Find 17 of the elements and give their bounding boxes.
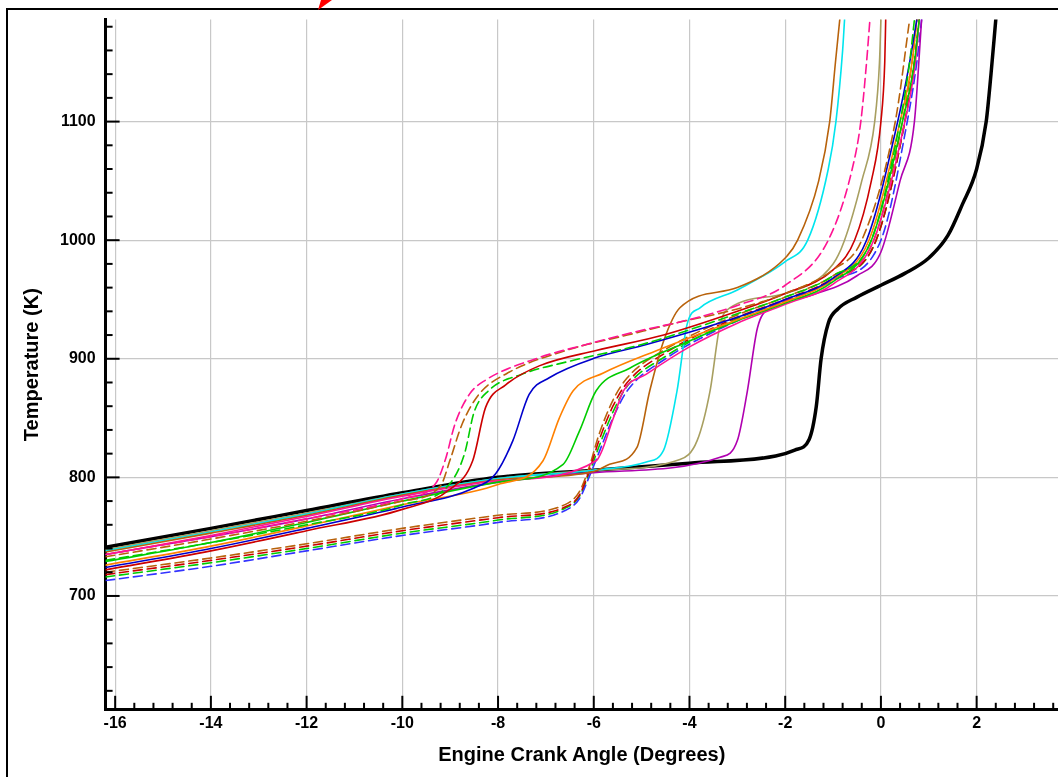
y-tick-label: 700 — [68, 586, 96, 604]
x-tick-label: -6 — [586, 713, 601, 731]
x-tick-label: -8 — [490, 713, 506, 731]
x-tick-label: -12 — [295, 713, 319, 731]
y-tick-label: 900 — [68, 349, 96, 367]
x-tick-label: -10 — [390, 713, 414, 731]
x-tick-label: 2 — [972, 713, 982, 731]
y-tick-label: 1100 — [60, 111, 96, 129]
x-tick-label: -2 — [778, 713, 793, 731]
y-tick-label: 800 — [68, 467, 96, 485]
x-tick-label: -14 — [199, 713, 223, 731]
x-axis-title: Engine Crank Angle (Degrees) — [438, 742, 726, 765]
x-tick-label: 0 — [876, 713, 886, 731]
x-tick-label: -4 — [682, 713, 697, 731]
x-tick-label: -16 — [103, 713, 127, 731]
y-tick-label: 1000 — [60, 230, 96, 248]
y-axis-title: Temperature (K) — [19, 288, 42, 442]
